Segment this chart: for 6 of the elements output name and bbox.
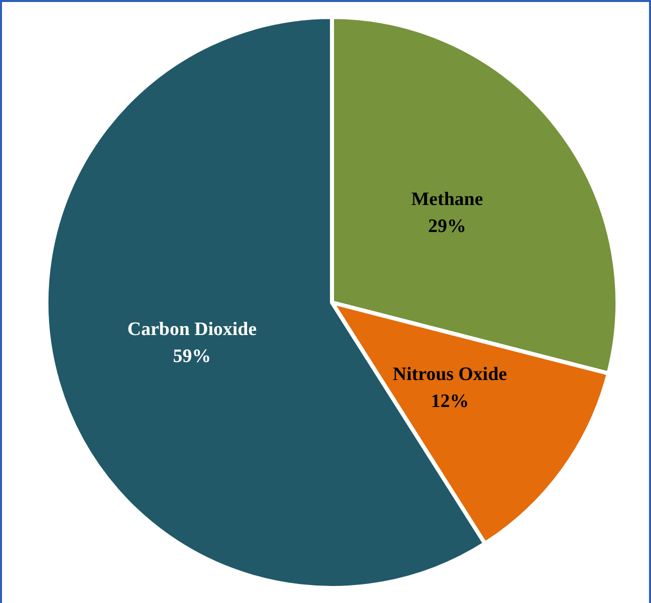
data-label: 29% (428, 216, 466, 238)
data-label: 59% (173, 346, 212, 368)
slice-label: Methane (411, 189, 484, 210)
data-label: 12% (430, 391, 469, 412)
slice-label: Carbon Dioxide (127, 319, 257, 340)
slice-label: Nitrous Oxide (392, 364, 507, 386)
